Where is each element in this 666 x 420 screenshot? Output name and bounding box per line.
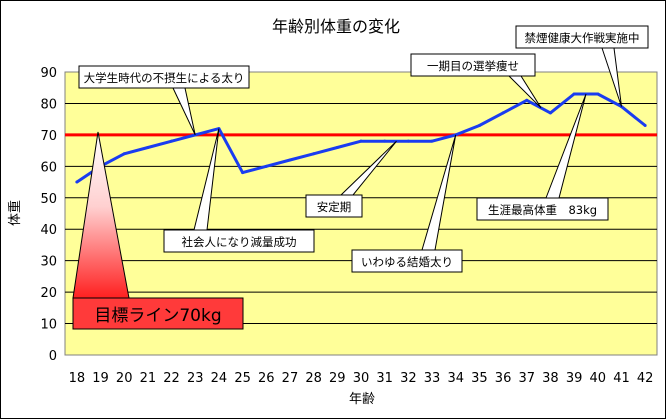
data-point-40 <box>596 92 600 96</box>
data-point-33 <box>430 139 434 143</box>
data-point-31 <box>383 139 387 143</box>
x-tick-34: 34 <box>447 371 464 386</box>
data-point-38 <box>548 111 552 115</box>
y-tick-60: 60 <box>40 160 57 175</box>
data-point-22 <box>170 139 174 143</box>
annotation-box-4 <box>351 249 463 273</box>
x-tick-41: 41 <box>613 371 630 386</box>
y-tick-40: 40 <box>40 223 57 238</box>
data-point-29 <box>335 145 339 149</box>
x-tick-27: 27 <box>282 371 299 386</box>
x-tick-38: 38 <box>542 371 559 386</box>
data-point-39 <box>572 92 576 96</box>
annotation-box-5 <box>410 53 536 77</box>
data-point-30 <box>359 139 363 143</box>
y-tick-10: 10 <box>40 318 57 333</box>
y-tick-30: 30 <box>40 255 57 270</box>
data-point-20 <box>122 152 126 156</box>
x-tick-37: 37 <box>518 371 535 386</box>
x-tick-40: 40 <box>590 371 607 386</box>
target-label-box <box>72 297 244 330</box>
x-tick-19: 19 <box>92 371 109 386</box>
data-point-42 <box>643 123 647 127</box>
annotation-box-2 <box>163 229 315 253</box>
x-tick-33: 33 <box>424 371 441 386</box>
x-tick-25: 25 <box>234 371 251 386</box>
data-point-35 <box>477 123 481 127</box>
x-axis-label: 年齢 <box>349 392 375 407</box>
y-tick-20: 20 <box>40 286 57 301</box>
y-tick-80: 80 <box>40 97 57 112</box>
x-tick-39: 39 <box>566 371 583 386</box>
annotation-text-4: いわゆる結婚太り <box>361 255 453 269</box>
x-tick-labels: 18 19 20 21 22 23 24 25 26 27 28 29 30 31 32 33 34 35 36 37… <box>69 371 654 386</box>
annotation-text-6: 生涯最高体重 83kg <box>488 203 597 217</box>
annotation-pointers <box>172 47 622 251</box>
x-tick-36: 36 <box>495 371 512 386</box>
annotation-box-6 <box>476 197 609 221</box>
y-tick-0: 0 <box>49 349 57 364</box>
x-tick-23: 23 <box>187 371 204 386</box>
x-tick-28: 28 <box>305 371 322 386</box>
target-label: 目標ライン70kg <box>94 306 221 326</box>
x-tick-26: 26 <box>258 371 275 386</box>
annotation-text-3: 安定期 <box>317 200 352 214</box>
x-tick-20: 20 <box>116 371 133 386</box>
data-point-18 <box>75 180 79 184</box>
x-tick-35: 35 <box>471 371 488 386</box>
data-point-25 <box>241 171 245 175</box>
data-point-27 <box>288 158 292 162</box>
annotation-box-7 <box>515 25 649 49</box>
annotation-box-3 <box>305 194 363 218</box>
x-tick-22: 22 <box>163 371 180 386</box>
data-point-26 <box>264 164 268 168</box>
annotation-text-1: 大学生時代の不摂生による太り <box>84 71 245 85</box>
x-tick-30: 30 <box>353 371 370 386</box>
annotation-text-7: 禁煙健康大作戦実施中 <box>525 31 640 45</box>
y-tick-50: 50 <box>40 192 57 207</box>
data-point-37 <box>525 98 529 102</box>
data-point-36 <box>501 111 505 115</box>
y-tick-labels: 0 10 20 30 40 50 60 70 80 90 <box>40 66 57 364</box>
x-tick-24: 24 <box>211 371 228 386</box>
data-point-28 <box>312 152 316 156</box>
annotation-text-5: 一期目の選挙痩せ <box>427 59 519 73</box>
x-tick-32: 32 <box>400 371 417 386</box>
target-callout: 目標ライン70kg <box>72 131 244 330</box>
x-tick-29: 29 <box>329 371 346 386</box>
y-tick-90: 90 <box>40 66 57 81</box>
data-point-21 <box>146 145 150 149</box>
y-tick-70: 70 <box>40 129 57 144</box>
chart-title: 年齢別体重の変化 <box>272 17 400 36</box>
x-tick-18: 18 <box>69 371 86 386</box>
x-tick-42: 42 <box>637 371 654 386</box>
data-point-32 <box>406 139 410 143</box>
x-tick-31: 31 <box>376 371 393 386</box>
x-tick-21: 21 <box>140 371 157 386</box>
y-axis-label: 体重 <box>7 200 23 226</box>
annotation-text-2: 社会人になり減量成功 <box>182 235 297 249</box>
annotation-box-1 <box>78 65 250 89</box>
